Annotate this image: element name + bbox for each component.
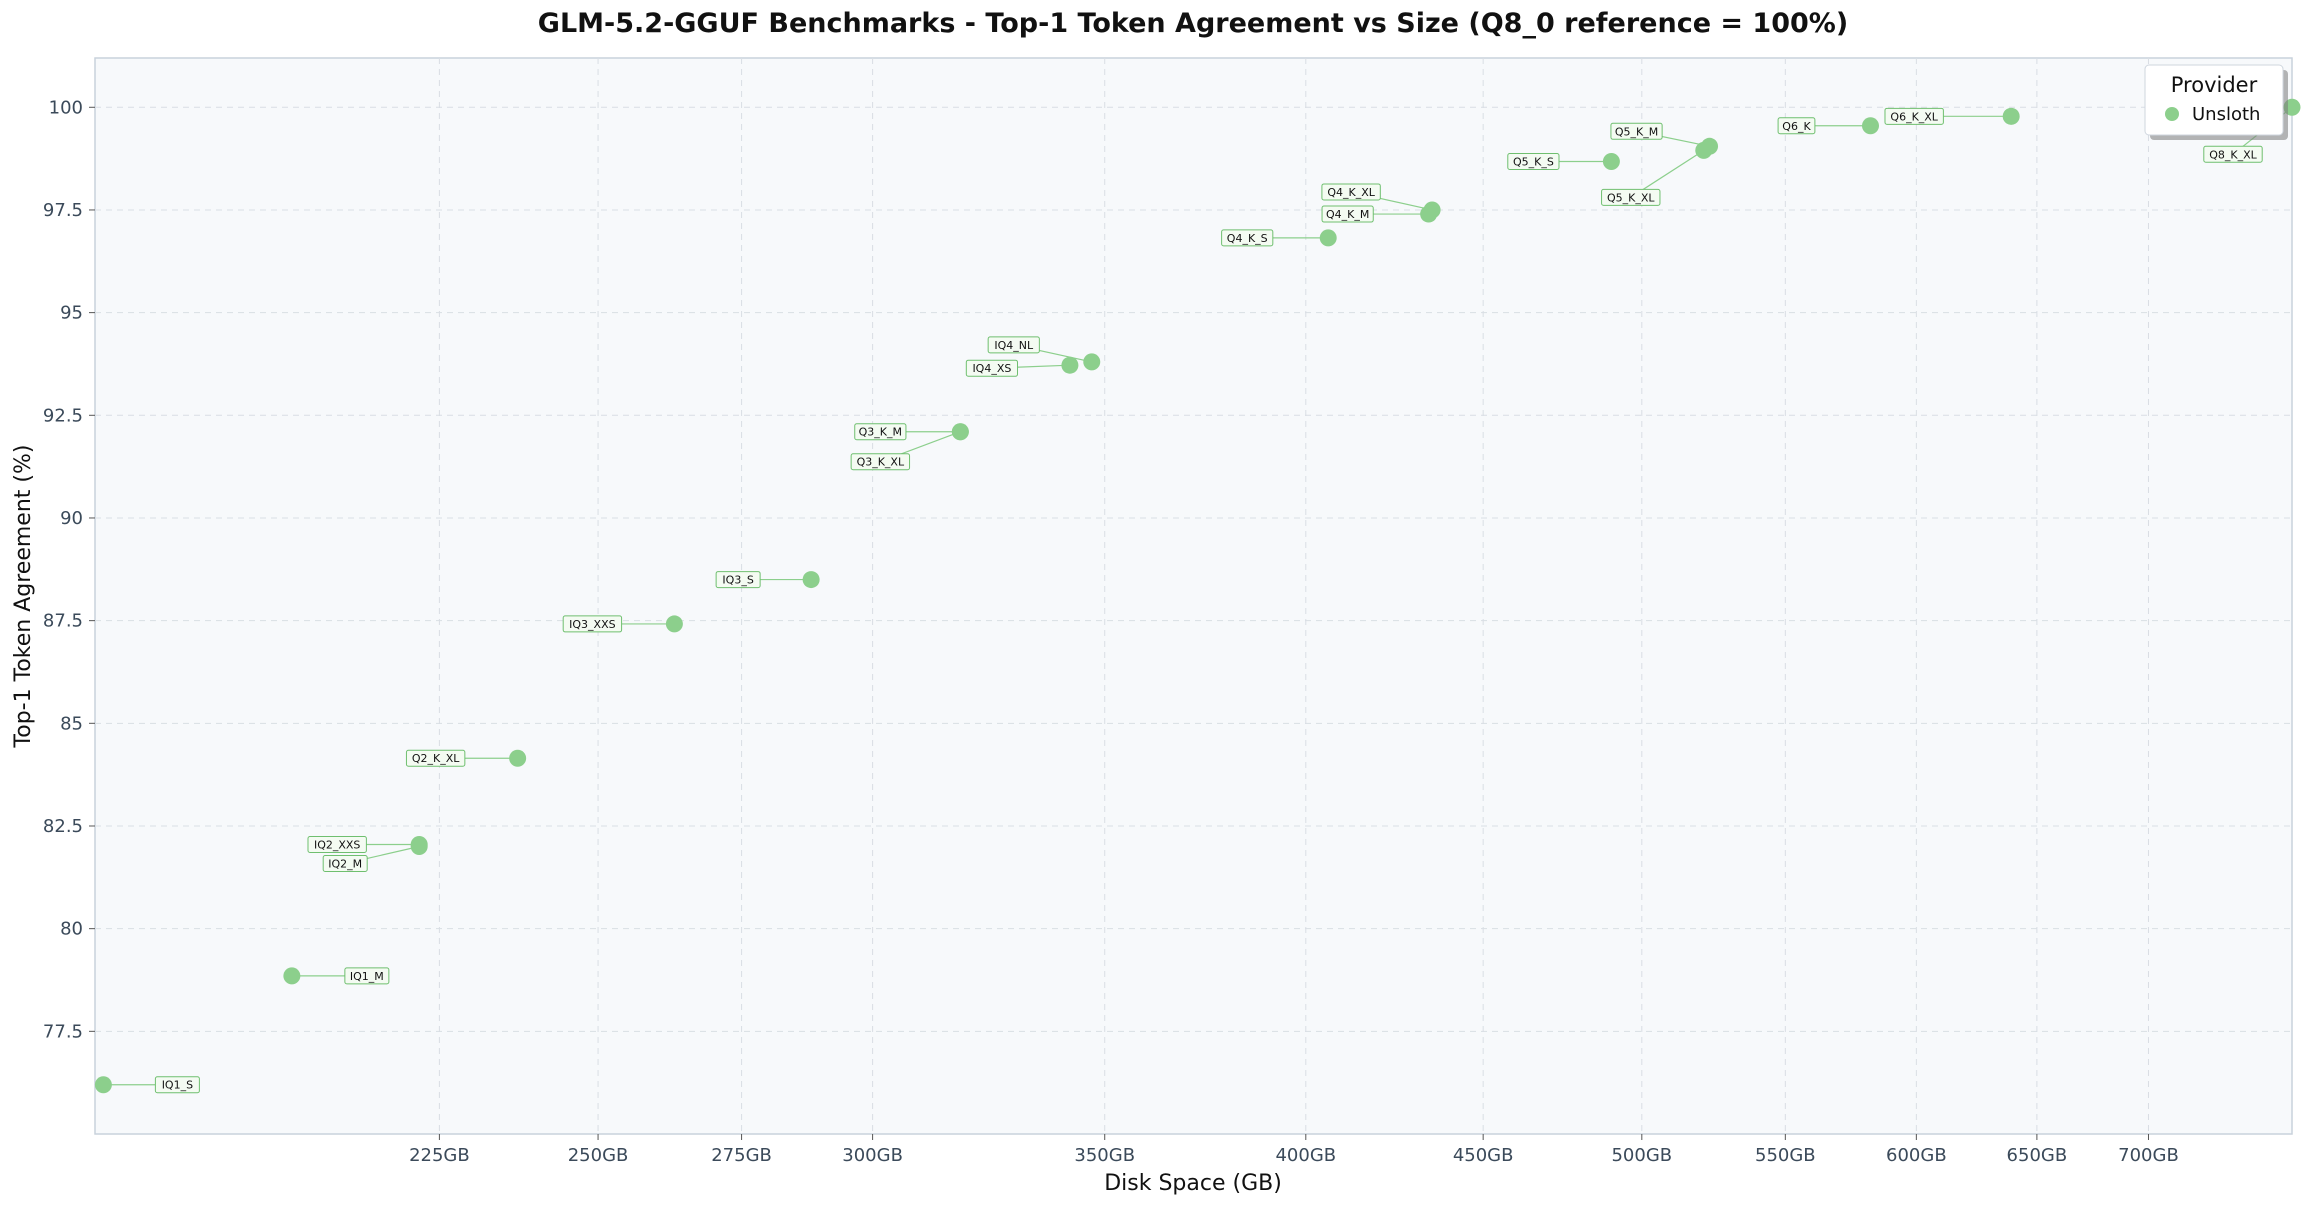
point-label: IQ1_S xyxy=(162,1079,193,1092)
point-label: IQ4_NL xyxy=(994,339,1034,352)
point-label: Q3_K_XL xyxy=(857,456,905,469)
point-label-box xyxy=(1321,183,1381,201)
x-tick-label: 700GB xyxy=(2118,1145,2179,1166)
point-labels: IQ1_S IQ1_M IQ2_XXS IQ2_M Q2_K_XL IQ3_XXS IQ3_… xyxy=(154,107,2263,1094)
data-point-iq1-m xyxy=(283,967,301,985)
y-tick-label: 82.5 xyxy=(43,816,83,837)
point-label-box xyxy=(307,835,367,853)
y-tick-label: 100 xyxy=(49,97,83,118)
point-label-box xyxy=(562,615,623,633)
point-label: Q6_K_XL xyxy=(1890,110,1938,123)
point-label-box xyxy=(1777,117,1816,135)
legend-entry-unsloth: Unsloth xyxy=(2192,104,2260,125)
point-label-box xyxy=(344,967,390,985)
x-tick-label: 550GB xyxy=(1755,1145,1816,1166)
point-label-box xyxy=(322,855,368,873)
point-label-box xyxy=(854,423,907,441)
data-point-iq4-xs xyxy=(1061,356,1079,374)
x-tick-label: 600GB xyxy=(1886,1145,1947,1166)
plot-background xyxy=(94,57,2293,1135)
x-tick-label: 500GB xyxy=(1611,1145,1672,1166)
legend: Provider Unsloth xyxy=(2144,64,2288,140)
point-label: Q4_K_S xyxy=(1227,232,1268,245)
point-label: Q6_K xyxy=(1782,120,1811,133)
data-point-q4-k-xl xyxy=(1423,201,1441,219)
point-label: Q2_K_XL xyxy=(412,752,460,765)
point-label: IQ2_M xyxy=(328,858,362,871)
y-axis-ticks: 77.5 80 82.5 85 87.5 90 92.5 95 97.5 100 xyxy=(43,97,95,1042)
point-label-box xyxy=(987,336,1040,354)
point-label-box xyxy=(965,359,1019,377)
x-tick-label: 300GB xyxy=(842,1145,903,1166)
chart-title: GLM-5.2-GGUF Benchmarks - Top-1 Token Ag… xyxy=(538,8,1848,39)
y-tick-label: 80 xyxy=(60,919,83,940)
x-tick-label: 650GB xyxy=(2007,1145,2068,1166)
y-tick-label: 95 xyxy=(60,303,83,324)
point-label-box xyxy=(1601,188,1661,206)
y-tick-label: 97.5 xyxy=(43,200,83,221)
point-label-box xyxy=(1321,205,1374,223)
data-point-iq3-s xyxy=(802,571,820,589)
legend-title: Provider xyxy=(2171,73,2258,97)
point-label-box xyxy=(2203,145,2263,163)
point-label-box xyxy=(1610,122,1663,140)
x-tick-label: 450GB xyxy=(1453,1145,1514,1166)
x-tick-label: 400GB xyxy=(1275,1145,1336,1166)
data-point-iq1-s xyxy=(94,1076,112,1094)
legend-marker-unsloth xyxy=(2165,107,2179,121)
point-label-box xyxy=(405,749,466,767)
point-label-box xyxy=(850,453,911,471)
data-point-iq4-nl xyxy=(1083,353,1101,371)
data-point-q6-k xyxy=(1861,117,1879,135)
legend-box xyxy=(2144,64,2284,136)
point-label: Q8_K_XL xyxy=(2209,148,2257,161)
point-label: Q5_K_M xyxy=(1615,125,1658,138)
point-label: IQ3_XXS xyxy=(569,618,615,631)
data-point-iq2-m xyxy=(410,838,428,856)
point-label: IQ4_XS xyxy=(972,362,1011,375)
point-label: Q3_K_M xyxy=(859,426,902,439)
data-point-q5-k-s xyxy=(1602,152,1620,170)
y-tick-label: 92.5 xyxy=(43,405,83,426)
point-label: Q4_K_M xyxy=(1326,208,1369,221)
data-point-iq3-xxs xyxy=(665,615,683,633)
point-label-box xyxy=(1507,152,1560,170)
data-points xyxy=(94,98,2301,1094)
y-tick-label: 85 xyxy=(60,713,83,734)
data-point-q3-k-xl xyxy=(951,423,969,441)
point-label-box xyxy=(715,571,761,589)
point-label: Q4_K_XL xyxy=(1327,186,1375,199)
data-point-q4-k-s xyxy=(1319,229,1337,247)
point-label: IQ1_M xyxy=(350,970,384,983)
x-tick-label: 275GB xyxy=(711,1145,772,1166)
x-axis-ticks: 225GB 250GB 275GB 300GB 350GB 400GB 450GB 500GB… xyxy=(409,1134,2179,1166)
y-axis-label: Top-1 Token Agreement (%) xyxy=(11,445,36,749)
point-label: IQ3_S xyxy=(722,574,753,587)
x-axis-label: Disk Space (GB) xyxy=(1104,1171,1282,1196)
x-tick-label: 350GB xyxy=(1074,1145,1135,1166)
point-label: Q5_K_S xyxy=(1513,155,1554,168)
data-point-q2-k-xl xyxy=(509,749,527,767)
y-tick-label: 77.5 xyxy=(43,1021,83,1042)
point-label-box xyxy=(1221,229,1274,247)
y-tick-label: 90 xyxy=(60,508,83,529)
y-tick-label: 87.5 xyxy=(43,611,83,632)
data-point-q5-k-xl xyxy=(1695,141,1713,159)
x-tick-label: 225GB xyxy=(409,1145,470,1166)
point-label: Q5_K_XL xyxy=(1607,191,1655,204)
data-point-q6-k-xl xyxy=(2002,107,2020,125)
point-label: IQ2_XXS xyxy=(314,838,360,851)
grid xyxy=(95,58,2292,1134)
x-tick-label: 250GB xyxy=(568,1145,629,1166)
point-label-box xyxy=(154,1076,200,1094)
point-label-box xyxy=(1884,107,1944,125)
